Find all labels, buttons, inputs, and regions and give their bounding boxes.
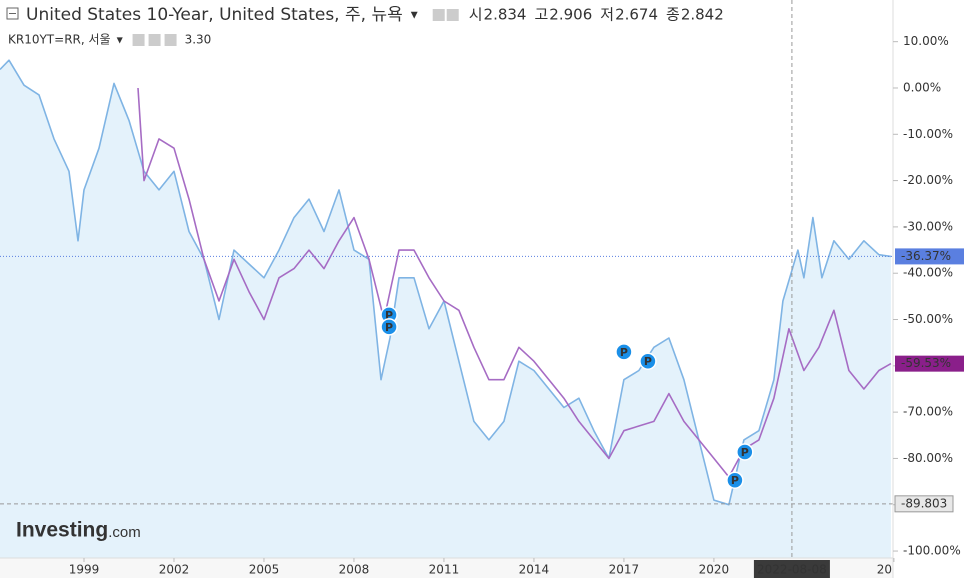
settings-icon[interactable]: [446, 9, 459, 21]
y-tick-label: 0.00%: [903, 80, 941, 94]
ohlc-value: 2.842: [681, 6, 724, 24]
y-tick-label: 20.00%: [903, 0, 949, 2]
x-axis-strip: [0, 558, 893, 578]
compare-icon[interactable]: [132, 34, 145, 46]
y-tick-label: -20.00%: [903, 173, 953, 187]
event-label: P: [741, 446, 749, 459]
compare-icon[interactable]: [164, 34, 177, 46]
logo-suffix: .com: [108, 524, 141, 541]
crosshair-y-box: [894, 495, 954, 513]
event-label: P: [620, 346, 628, 359]
x-tick-label: 2005: [249, 563, 280, 577]
event-label: P: [644, 355, 652, 368]
y-tick-label: -40.00%: [903, 266, 953, 280]
dropdown: ▼: [411, 11, 418, 21]
ohlc-label: 고: [534, 6, 548, 24]
y-tick-label: -30.00%: [903, 219, 953, 233]
x-tick-label: 2002: [159, 563, 190, 577]
event-label: P: [731, 474, 739, 487]
event-marker[interactable]: [380, 318, 398, 336]
axes: 20.00% 10.00% 0.00% -10.00% -20.00% -30.00% -4…: [69, 0, 964, 578]
ohlc-value: 2.834: [484, 6, 527, 24]
x-tick-label: 2011: [429, 563, 460, 577]
event-marker[interactable]: [639, 352, 657, 370]
x-tick-label: 20: [877, 563, 892, 577]
compare-icon[interactable]: [148, 34, 161, 46]
x-tick-label: 2008: [339, 563, 370, 577]
x-tick-label: 1999: [69, 563, 100, 577]
ohlc-label: 시: [469, 6, 483, 24]
last-value-label: -59.53%: [901, 356, 951, 370]
crosshair-x-label: 2022-08-08: [757, 563, 827, 577]
y-tick-label: -50.00%: [903, 312, 953, 326]
crosshair-x-box: [753, 560, 830, 578]
settings-icon[interactable]: [432, 9, 445, 21]
last-value-label: -36.37%: [901, 249, 951, 263]
event-label: P: [385, 321, 393, 334]
y-tick-label: -100.00%: [903, 544, 961, 558]
last-value-box: [895, 248, 964, 265]
y-tick-label: 10.00%: [903, 34, 949, 48]
y-tick-label: -10.00%: [903, 127, 953, 141]
x-tick-label: 2020: [699, 563, 730, 577]
compare-name: KR10YT=RR, 서울: [8, 33, 111, 47]
ohlc-value: 2.906: [549, 6, 592, 24]
event-marker[interactable]: [736, 443, 754, 461]
compare-value: 3.30: [185, 33, 212, 47]
event-marker[interactable]: [615, 343, 633, 361]
x-tick-label: 2014: [519, 563, 550, 577]
x-tick-label: 2017: [609, 563, 640, 577]
logo-brand: Investing: [16, 519, 108, 542]
ohlc-value: 2.674: [615, 6, 658, 24]
header: United States 10-Year, United States, 주,…: [6, 5, 724, 47]
y-tick-label: -70.00%: [903, 405, 953, 419]
collapse-icon[interactable]: [6, 7, 19, 20]
line: [137, 87, 892, 478]
ohlc-label: 저: [600, 6, 614, 24]
title: United States 10-Year, United States, 주,…: [26, 5, 403, 25]
y-tick-label: -80.00%: [903, 451, 953, 465]
ohlc-label: 종: [666, 6, 680, 24]
event-marker[interactable]: [726, 471, 744, 489]
crosshair-y-label: -89.803: [901, 496, 947, 510]
dropdown: ▼: [117, 36, 124, 45]
event-label: P: [385, 309, 393, 322]
last-value-box: [895, 355, 964, 372]
